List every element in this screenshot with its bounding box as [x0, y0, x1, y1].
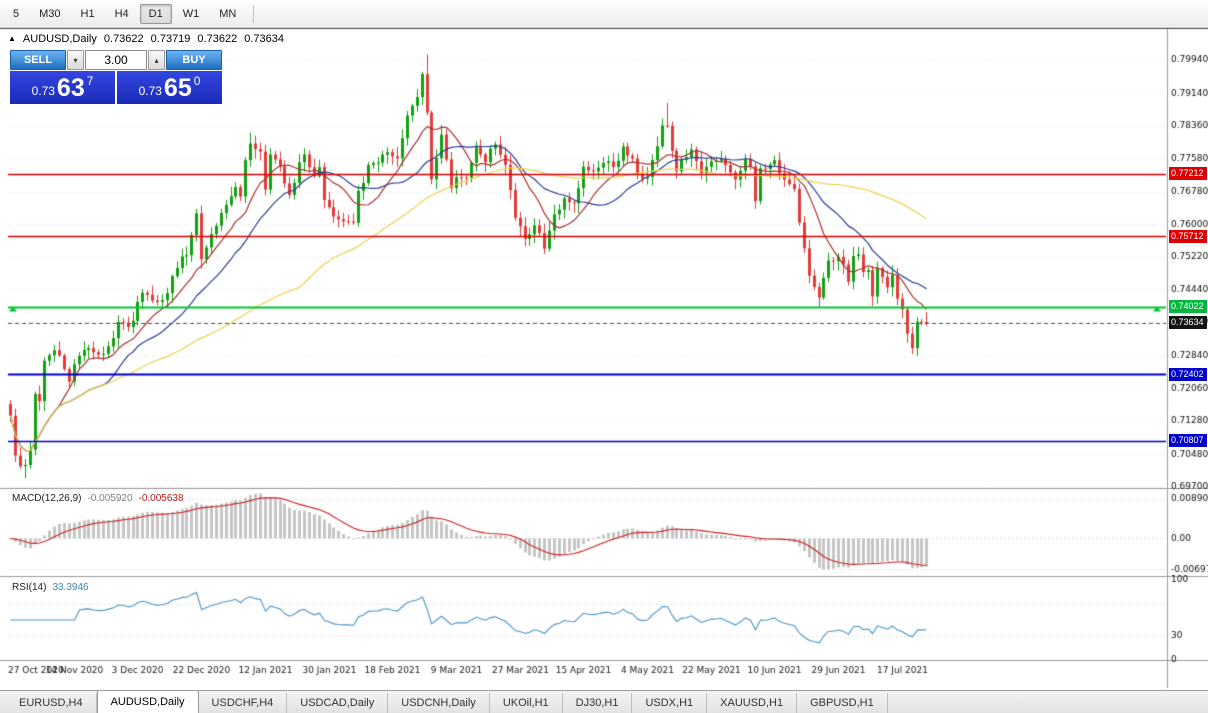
price-axis-label-resistance1: 0.77212	[1169, 167, 1207, 181]
chart-tab-gbpusd[interactable]: GBPUSD,H1	[797, 693, 888, 713]
chart-window-icon: ▲	[8, 34, 16, 43]
macd-signal-value: -0.005638	[138, 493, 184, 504]
chart-tab-ukoil[interactable]: UKOil,H1	[490, 693, 563, 713]
timeframe-button-m30[interactable]: M30	[30, 4, 69, 24]
toolbar-separator	[253, 4, 255, 23]
volume-increase-button[interactable]: ▴	[148, 50, 165, 70]
sell-price-display[interactable]: 0.73 63 7	[10, 71, 115, 104]
macd-indicator-label: MACD(12,26,9) -0.005920 -0.005638	[12, 493, 184, 504]
buy-price-point: 0	[193, 74, 201, 88]
sell-price-base: 0.73	[31, 84, 55, 98]
buy-price-display[interactable]: 0.73 65 0	[117, 71, 222, 104]
timeframe-toolbar: 5 M30 H1 H4 D1 W1 MN	[0, 0, 1208, 28]
price-axis-label-resistance2: 0.75712	[1169, 229, 1207, 243]
volume-input[interactable]: 3.00	[85, 50, 147, 70]
buy-price-base: 0.73	[138, 84, 162, 98]
price-chart-canvas[interactable]	[0, 28, 1208, 690]
price-axis-label-support-blue2: 0.70807	[1169, 434, 1207, 448]
timeframe-button-w1[interactable]: W1	[174, 4, 209, 24]
chart-tab-xauusd[interactable]: XAUUSD,H1	[707, 693, 798, 713]
ohlc-close: 0.73634	[244, 33, 284, 45]
price-axis-label-current: 0.73634	[1169, 316, 1207, 330]
chart-tabs-bar: EURUSD,H4 AUDUSD,Daily USDCHF,H4 USDCAD,…	[0, 690, 1208, 713]
macd-title: MACD(12,26,9)	[12, 493, 82, 504]
timeframe-button-h1[interactable]: H1	[72, 4, 104, 24]
timeframe-button-m5[interactable]: 5	[4, 4, 28, 24]
chart-symbol-label: AUDUSD,Daily	[22, 33, 97, 45]
chevron-up-icon: ▴	[154, 55, 159, 65]
chart-tab-usdcnh[interactable]: USDCNH,Daily	[388, 693, 490, 713]
timeframe-button-d1[interactable]: D1	[139, 3, 172, 24]
rsi-value: 33.3946	[52, 582, 89, 593]
sell-price-point: 7	[86, 74, 94, 88]
timeframe-button-h4[interactable]: H4	[106, 4, 138, 24]
rsi-indicator-label: RSI(14) 33.3946	[12, 582, 89, 593]
chevron-down-icon: ▾	[73, 55, 78, 65]
chart-tab-eurusd[interactable]: EURUSD,H4	[6, 693, 97, 713]
ohlc-open: 0.73622	[103, 33, 144, 45]
sell-price-pips: 63	[56, 74, 85, 102]
ohlc-high: 0.73719	[150, 33, 191, 45]
rsi-title: RSI(14)	[12, 582, 47, 593]
one-click-trading-panel: SELL ▾ 3.00 ▴ BUY 0.73 63 7 0.73 65 0	[10, 50, 222, 104]
chart-tab-dj30[interactable]: DJ30,H1	[563, 693, 633, 713]
chart-tab-usdx[interactable]: USDX,H1	[632, 693, 708, 713]
chart-window: ▲ AUDUSD,Daily 0.73622 0.73719 0.73622 0…	[0, 28, 1208, 690]
timeframe-button-mn[interactable]: MN	[210, 4, 245, 24]
price-axis-label-support-green: 0.74022	[1169, 300, 1207, 314]
sell-button[interactable]: SELL	[10, 50, 66, 70]
chart-title: ▲ AUDUSD,Daily 0.73622 0.73719 0.73622 0…	[8, 33, 284, 45]
chart-tab-usdcad[interactable]: USDCAD,Daily	[287, 693, 389, 713]
chart-tab-usdchf[interactable]: USDCHF,H4	[199, 693, 288, 713]
volume-dropdown-button[interactable]: ▾	[67, 50, 84, 70]
buy-button[interactable]: BUY	[166, 50, 222, 70]
chart-tab-audusd[interactable]: AUDUSD,Daily	[96, 690, 199, 713]
ohlc-low: 0.73622	[197, 33, 238, 45]
buy-price-pips: 65	[163, 74, 192, 102]
price-axis-label-support-blue1: 0.72402	[1169, 367, 1207, 381]
macd-main-value: -0.005920	[87, 493, 133, 504]
